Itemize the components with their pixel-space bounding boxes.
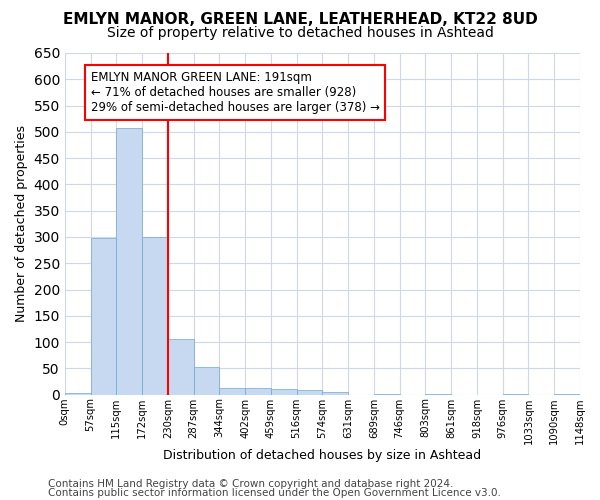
Bar — [91, 238, 116, 394]
Bar — [116, 128, 142, 394]
X-axis label: Distribution of detached houses by size in Ashtead: Distribution of detached houses by size … — [163, 450, 481, 462]
Bar — [322, 392, 348, 394]
Y-axis label: Number of detached properties: Number of detached properties — [15, 126, 28, 322]
Bar — [168, 339, 194, 394]
Text: Contains public sector information licensed under the Open Government Licence v3: Contains public sector information licen… — [48, 488, 501, 498]
Text: EMLYN MANOR, GREEN LANE, LEATHERHEAD, KT22 8UD: EMLYN MANOR, GREEN LANE, LEATHERHEAD, KT… — [62, 12, 538, 28]
Bar — [245, 388, 271, 394]
Bar — [220, 388, 245, 394]
Text: Size of property relative to detached houses in Ashtead: Size of property relative to detached ho… — [107, 26, 493, 40]
Bar — [65, 393, 91, 394]
Bar — [194, 367, 220, 394]
Bar — [142, 237, 168, 394]
Text: EMLYN MANOR GREEN LANE: 191sqm
← 71% of detached houses are smaller (928)
29% of: EMLYN MANOR GREEN LANE: 191sqm ← 71% of … — [91, 72, 380, 114]
Text: Contains HM Land Registry data © Crown copyright and database right 2024.: Contains HM Land Registry data © Crown c… — [48, 479, 454, 489]
Bar — [296, 390, 322, 394]
Bar — [271, 389, 296, 394]
